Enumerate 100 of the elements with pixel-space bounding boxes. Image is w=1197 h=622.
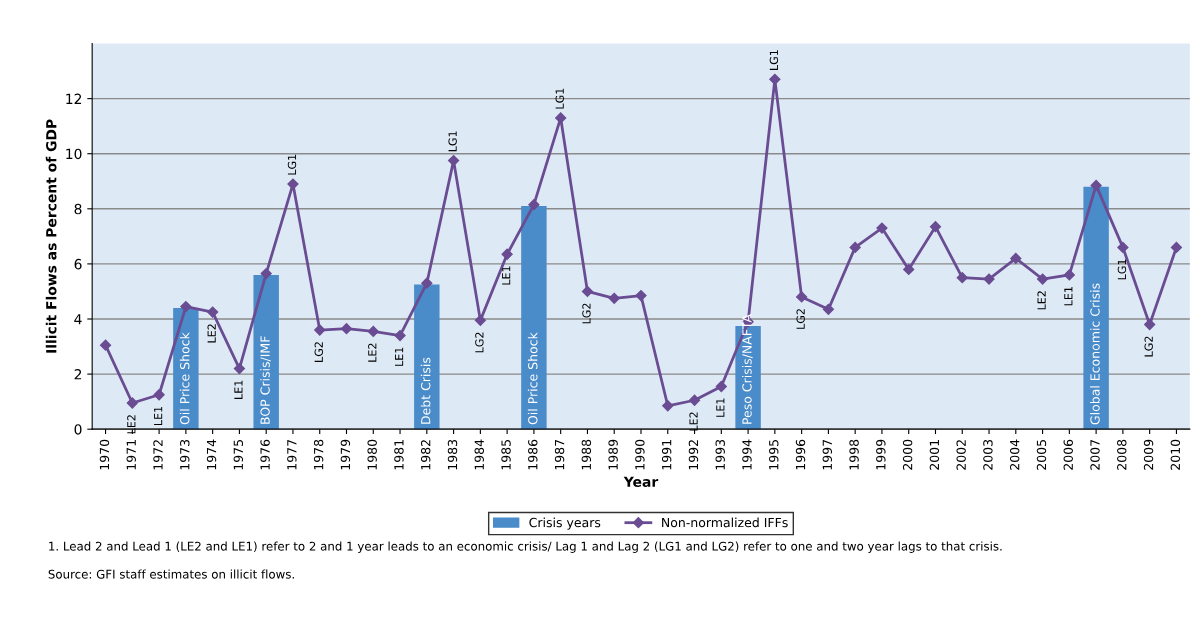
x-tick-label: 2006	[1063, 439, 1073, 470]
point	[662, 400, 674, 412]
x-tick-label: 1970	[99, 439, 110, 470]
x-tick-label: 1990	[635, 439, 645, 470]
bar	[414, 284, 440, 430]
point	[796, 291, 808, 303]
legend-label: Non-normalized IFFs	[662, 517, 788, 528]
x-tick-label: 2001	[929, 440, 940, 470]
y-tick-label: 12	[66, 93, 82, 104]
x-tick-label: 1976	[260, 439, 270, 470]
x-tick-label: 2007	[1090, 439, 1100, 470]
point	[421, 277, 433, 289]
x-tick-label: 1995	[769, 439, 779, 470]
annotation: LG2	[475, 332, 484, 353]
x-tick-label: 1978	[313, 439, 324, 470]
annotation: LE1	[1064, 287, 1073, 306]
y-axis-title: Illicit Flows as Percent of GDP	[45, 119, 57, 353]
x-tick-label: 1971	[126, 440, 136, 470]
annotation: LE2	[368, 343, 377, 362]
source-note: Source: GFI staff estimates on illicit flows.	[48, 569, 294, 579]
x-tick-label: 1986	[528, 439, 538, 470]
point	[822, 303, 835, 315]
bar	[1083, 186, 1109, 430]
x-tick-label: 1973	[180, 439, 190, 470]
annotation: LE2	[207, 324, 216, 343]
y-tick-label: 8	[74, 203, 82, 215]
point	[1117, 241, 1129, 253]
annotation: LE2	[689, 412, 698, 431]
point	[1090, 179, 1102, 192]
x-axis-title: Year	[623, 476, 659, 488]
point	[581, 285, 594, 298]
x-tick-label: 1989	[608, 439, 618, 470]
annotation: LG1	[1117, 259, 1127, 280]
x-tick-label: 1975	[233, 439, 244, 470]
point	[956, 272, 968, 284]
x-tick-label: 2004	[1009, 439, 1020, 470]
point	[260, 267, 272, 280]
y-tick-label: 2	[74, 369, 82, 380]
point	[1063, 269, 1075, 281]
annotation: LE1	[154, 406, 163, 426]
x-tick-label: 1993	[715, 439, 725, 470]
x-tick-label: 1974	[206, 439, 217, 470]
y-tick-label: 4	[74, 314, 82, 325]
point	[1036, 273, 1049, 285]
x-tick-label: 1980	[367, 439, 377, 470]
point	[903, 263, 915, 276]
point	[929, 221, 942, 233]
x-tick-label: 1994	[742, 439, 752, 470]
point	[528, 199, 540, 211]
point	[394, 329, 406, 342]
x-tick-label: 1981	[394, 440, 404, 470]
point	[207, 306, 219, 318]
x-tick-label: 1972	[153, 440, 163, 470]
x-tick-label: 1991	[661, 440, 672, 470]
annotation: LG1	[448, 131, 457, 152]
annotation: Global Economic Crisis	[1090, 283, 1100, 425]
text: 1. Lead 2 and Lead 1 (LE2 and LE1) refer to 2 and 1 year leads to an economic crisis/ Lag 1 and Lag 2 (LG1 and LG2) refer to one and two year lags to that crisis.	[49, 541, 1002, 553]
point	[367, 325, 379, 337]
point	[635, 289, 647, 302]
bar	[253, 274, 279, 430]
annotation: Oil Price Shock	[179, 332, 190, 425]
annotation: LG1	[769, 50, 779, 70]
annotation: LG1	[555, 88, 564, 109]
x-tick-label: 1998	[849, 439, 859, 470]
x-tick-label: 1985	[501, 439, 511, 470]
bar	[521, 206, 547, 430]
point	[314, 324, 326, 336]
y-tick-label: 10	[66, 148, 82, 160]
annotation: LG2	[796, 309, 805, 329]
x-tick-label: 1999	[876, 439, 886, 470]
x-tick-label: 2008	[1117, 439, 1127, 470]
point	[501, 248, 513, 260]
annotation: LE1	[502, 266, 511, 285]
point	[474, 314, 486, 326]
point	[340, 323, 353, 335]
x-tick-label: 1984	[474, 439, 484, 470]
point	[1170, 241, 1183, 253]
annotation: LG2	[1144, 336, 1153, 357]
point	[688, 394, 701, 406]
point	[180, 300, 192, 313]
x-tick-label: 2009	[1143, 439, 1154, 470]
bar	[173, 307, 199, 430]
x-tick-label: 1982	[420, 440, 431, 470]
annotation: LE2	[127, 415, 136, 434]
x-tick-label: 2000	[902, 439, 913, 470]
x-tick-label: 1983	[447, 439, 458, 470]
x-tick-label: 2003	[983, 439, 993, 470]
point	[126, 397, 138, 409]
annotation: LE2	[1037, 291, 1046, 310]
x-tick-label: 1997	[822, 439, 833, 470]
x-tick-label: 1987	[554, 439, 565, 470]
annotation: Debt Crisis	[420, 357, 431, 424]
annotation: LE1	[395, 347, 404, 366]
point	[233, 362, 246, 375]
point	[1010, 252, 1022, 265]
annotation: LE1	[716, 398, 725, 417]
point	[849, 241, 861, 253]
x-tick-label: 1977	[287, 439, 297, 470]
annotation: LE1	[234, 380, 243, 399]
point	[153, 389, 165, 401]
